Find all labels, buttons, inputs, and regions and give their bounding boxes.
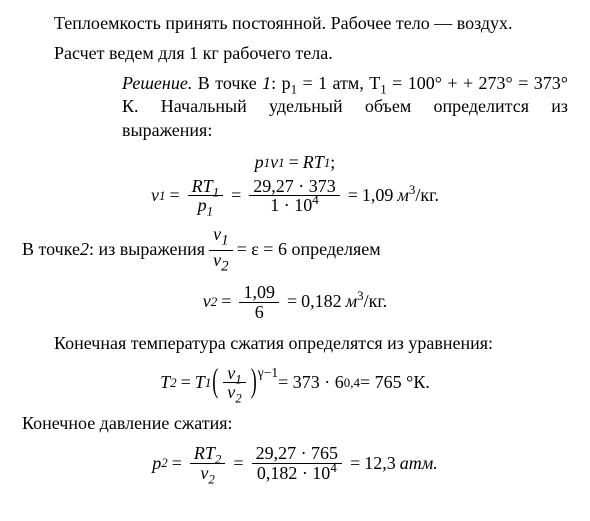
sub: 1 (221, 233, 229, 249)
text: = ε = 6 определяем (237, 238, 381, 262)
point-1: 1 (262, 73, 271, 93)
sym-R: R (303, 151, 314, 175)
exp: 4 (330, 460, 336, 475)
num: 29,27 · 373 (249, 177, 340, 197)
sym-p: p (255, 151, 264, 175)
unit-m: м (397, 185, 409, 205)
value: 1,09 (362, 184, 394, 208)
den-v: v (213, 250, 221, 270)
op-eq: = (285, 151, 303, 175)
fraction-rt-v: RT2 v2 (190, 444, 226, 483)
unit: м3/кг. (342, 290, 388, 314)
unit: атм. (396, 452, 438, 476)
value: 12,3 (364, 452, 396, 476)
op-eq: = (229, 452, 247, 476)
mid: = 373 · 6 (278, 371, 344, 395)
exp: 4 (312, 192, 318, 207)
den: 1 · 10 (270, 195, 312, 215)
text: = 1 атм, T (297, 73, 380, 93)
text: В точке (22, 238, 80, 262)
den: 0,182 · 10 (257, 463, 331, 483)
paragraph-solution-point1: Решение. В точке 1: p1 = 1 атм, T1 = 100… (22, 72, 568, 143)
value: 0,182 (301, 290, 342, 314)
text: Конечная температура сжатия определятся … (54, 333, 493, 353)
fraction-numeric: 1,09 6 (239, 283, 279, 322)
text: Теплоемкость принять постоянной. Рабочее… (54, 13, 513, 33)
text: : из выражения (89, 238, 205, 262)
sym-v: v (151, 184, 159, 208)
paragraph-p2: Конечное давление сжатия: (22, 412, 568, 436)
op-eq: = (217, 290, 235, 314)
text: В точке (192, 73, 262, 93)
equation-block-pv-rt: p1 v1 = R T1 ; v1 = RT1 p1 = 29,27 · 373… (22, 151, 568, 216)
paren-close: ) (250, 359, 258, 404)
equation-v1: v1 = RT1 p1 = 29,27 · 373 1 · 104 = 1,09… (22, 177, 568, 216)
equation-block-v2: v2 = 1,09 6 = 0,182 м3/кг. (22, 283, 568, 322)
op-eq: = (344, 184, 362, 208)
equation-pv-eq-rt: p1 v1 = R T1 ; (22, 151, 568, 175)
sym-T: T (195, 371, 205, 395)
unit-tail: /кг. (364, 291, 388, 311)
equation-t2: T2 = T1 ( v1 v2 )γ−1 = 373 · 60,4 = 765 … (22, 364, 568, 403)
sub: 2 (235, 391, 241, 406)
unit-m: м (346, 291, 358, 311)
num: 1,09 (239, 283, 279, 303)
value: = 765 °К. (360, 371, 430, 395)
text: Конечное давление сжатия: (22, 413, 233, 433)
paragraph-intro-1: Теплоемкость принять постоянной. Рабочее… (22, 12, 568, 36)
paragraph-intro-2: Расчет ведем для 1 кг рабочего тела. (22, 42, 568, 66)
sub: 1 (207, 204, 213, 219)
equation-block-t2: T2 = T1 ( v1 v2 )γ−1 = 373 · 60,4 = 765 … (22, 364, 568, 403)
num: 29,27 · 765 (252, 444, 343, 464)
equation-v2: v2 = 1,09 6 = 0,182 м3/кг. (22, 283, 568, 322)
op-eq: = (165, 184, 183, 208)
fraction-v1-v2: v1 v2 (223, 364, 245, 403)
equation-p2: p2 = RT2 v2 = 29,27 · 765 0,182 · 104 = … (22, 444, 568, 483)
paren-open: ( (211, 359, 219, 404)
num-v: v (213, 224, 221, 244)
num-rt: RT (194, 443, 215, 463)
end: ; (330, 151, 335, 175)
num-rt: RT (192, 176, 213, 196)
fraction-numeric: 29,27 · 373 1 · 104 (249, 177, 340, 216)
op-eq: = (227, 184, 245, 208)
fraction-numeric: 29,27 · 765 0,182 · 104 (252, 444, 343, 483)
op-eq: = (283, 290, 301, 314)
solution-label: Решение. (122, 73, 192, 93)
sym-v: v (203, 290, 211, 314)
fraction-v1-v2: v1 v2 (209, 225, 233, 275)
op-eq: = (346, 452, 364, 476)
den: 6 (251, 303, 268, 322)
sub: 2 (208, 472, 214, 487)
text: : p (271, 73, 290, 93)
sub: 2 (221, 258, 229, 274)
op-eq: = (177, 371, 195, 395)
text: Расчет ведем для 1 кг рабочего тела. (54, 43, 333, 63)
den-p: p (198, 195, 207, 215)
exponent: γ−1 (258, 364, 278, 382)
fraction-rt-p: RT1 p1 (188, 177, 224, 216)
unit: м3/кг. (393, 184, 439, 208)
sym-p: p (152, 452, 161, 476)
op-eq: = (168, 452, 186, 476)
equation-block-p2: p2 = RT2 v2 = 29,27 · 765 0,182 · 104 = … (22, 444, 568, 483)
point-2: 2 (80, 239, 89, 259)
paragraph-t2: Конечная температура сжатия определятся … (22, 332, 568, 356)
sym-T: T (160, 371, 170, 395)
sym-T: T (314, 151, 324, 175)
unit-tail: /кг. (415, 185, 439, 205)
sym-v: v (270, 151, 278, 175)
paragraph-point2: В точке 2 : из выражения v1 v2 = ε = 6 о… (22, 225, 568, 275)
